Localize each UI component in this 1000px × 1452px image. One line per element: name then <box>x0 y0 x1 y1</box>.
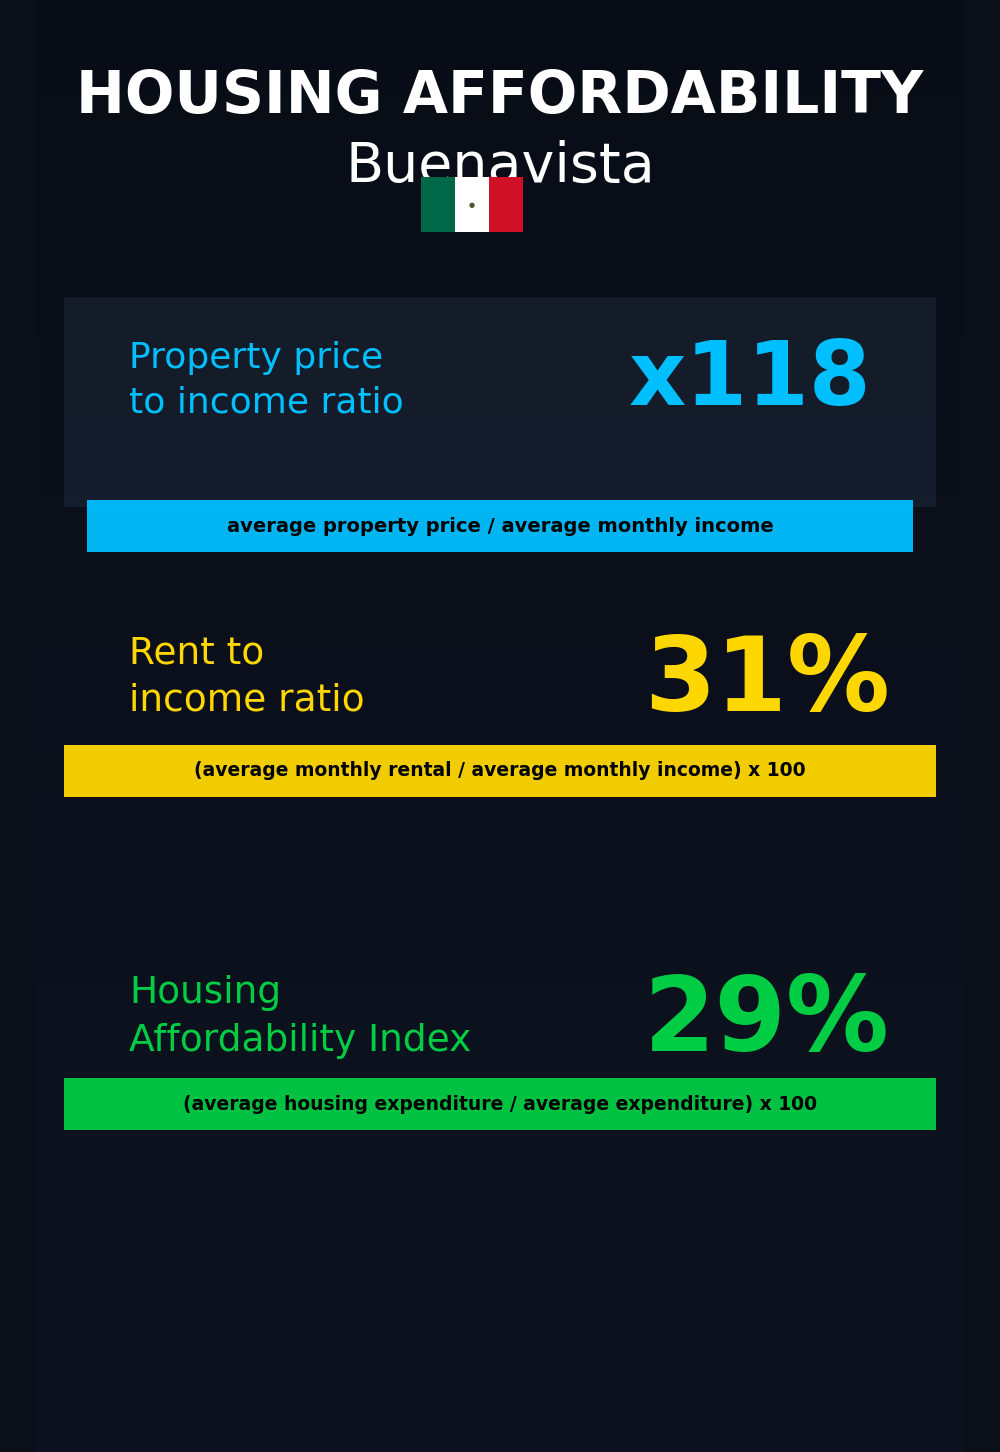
Text: x118: x118 <box>628 337 871 424</box>
Text: ●: ● <box>469 202 475 208</box>
Text: average property price / average monthly income: average property price / average monthly… <box>227 517 773 536</box>
FancyBboxPatch shape <box>421 177 455 232</box>
Text: Rent to
income ratio: Rent to income ratio <box>129 636 365 719</box>
Text: (average monthly rental / average monthly income) x 100: (average monthly rental / average monthl… <box>194 761 806 781</box>
Text: (average housing expenditure / average expenditure) x 100: (average housing expenditure / average e… <box>183 1095 817 1114</box>
Text: 31%: 31% <box>644 632 890 732</box>
FancyBboxPatch shape <box>64 745 936 797</box>
FancyBboxPatch shape <box>455 177 489 232</box>
FancyBboxPatch shape <box>64 1077 936 1130</box>
Text: 29%: 29% <box>644 971 890 1073</box>
Text: Housing
Affordability Index: Housing Affordability Index <box>129 976 471 1059</box>
FancyBboxPatch shape <box>64 298 936 507</box>
Text: Buenavista: Buenavista <box>345 139 655 195</box>
FancyBboxPatch shape <box>489 177 523 232</box>
Text: Property price
to income ratio: Property price to income ratio <box>129 341 404 420</box>
Text: HOUSING AFFORDABILITY: HOUSING AFFORDABILITY <box>76 68 924 125</box>
FancyBboxPatch shape <box>87 499 913 552</box>
